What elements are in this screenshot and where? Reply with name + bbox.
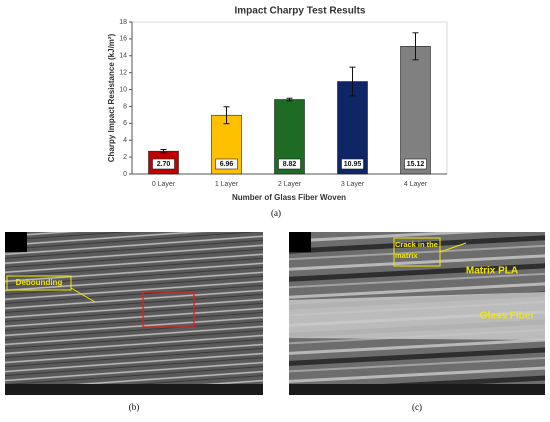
- image-corner: [289, 232, 311, 252]
- highlight-box: [142, 291, 195, 328]
- value-label-box: [278, 158, 301, 170]
- panel-label: (c): [412, 402, 422, 412]
- y-tick-label: 6: [123, 120, 127, 127]
- annotation: Crack in the matrix: [395, 240, 438, 260]
- value-label-box: [404, 158, 427, 170]
- y-tick-label: 12: [119, 70, 127, 77]
- sem-image: [5, 232, 263, 395]
- chart-title: Impact Charpy Test Results: [235, 6, 366, 17]
- value-label-box: [215, 158, 238, 170]
- annotation: Matrix PLA: [466, 266, 518, 277]
- image-info-bar: [5, 384, 263, 395]
- y-tick-label: 2: [123, 154, 127, 161]
- image-corner: [5, 232, 27, 252]
- y-axis-label: Charpy Impact Resistance (kJ/m²): [107, 33, 116, 162]
- x-tick-label: 2 Layer: [278, 181, 302, 188]
- annotation: Glass Fiber: [480, 311, 535, 322]
- panel-label: (b): [129, 402, 140, 412]
- value-label-box: [341, 158, 364, 170]
- value-label-box: [152, 158, 175, 170]
- x-axis-label: Number of Glass Fiber Woven: [232, 193, 346, 202]
- annotation-arrow: [70, 287, 96, 303]
- image-info-bar: [289, 384, 545, 395]
- value-label: 2.70: [157, 161, 171, 168]
- annotation: Debounding: [16, 278, 63, 287]
- y-tick-label: 8: [123, 103, 127, 110]
- panel-label: (a): [271, 208, 281, 218]
- value-label: 15.12: [407, 161, 425, 168]
- y-tick-label: 18: [119, 19, 127, 26]
- annotation-wrap: Crack in the matrix: [395, 240, 438, 260]
- value-label: 10.95: [344, 161, 362, 168]
- y-tick-label: 10: [119, 86, 127, 93]
- x-tick-label: 3 Layer: [341, 181, 365, 188]
- y-tick-label: 0: [123, 171, 127, 178]
- y-tick-label: 16: [119, 36, 127, 43]
- value-label: 8.82: [283, 161, 297, 168]
- x-tick-label: 4 Layer: [404, 181, 428, 188]
- glass-fiber-region: [289, 292, 545, 340]
- value-label: 6.96: [220, 161, 234, 168]
- annotation-box: [6, 275, 72, 291]
- annotation-arrow: [439, 242, 467, 253]
- x-tick-label: 0 Layer: [152, 181, 176, 188]
- y-tick-label: 14: [119, 53, 127, 60]
- x-tick-label: 1 Layer: [215, 181, 239, 188]
- bar: [400, 46, 431, 175]
- bar: [337, 81, 368, 175]
- y-tick-label: 4: [123, 137, 127, 144]
